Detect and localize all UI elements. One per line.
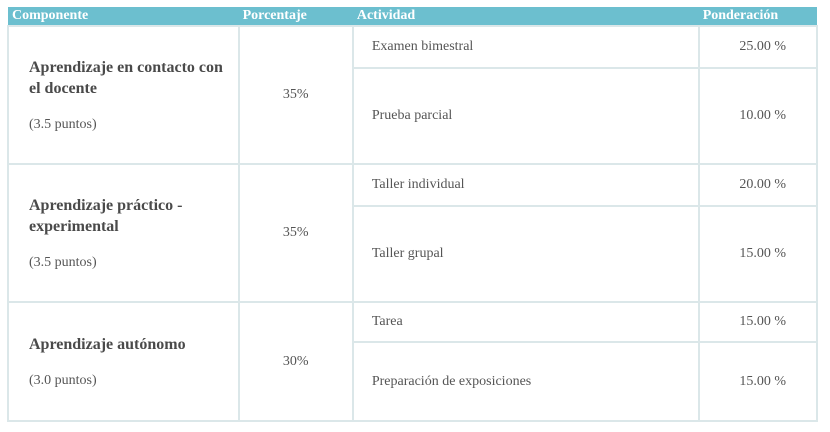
activity-name: Taller grupal <box>351 205 700 303</box>
component-title: Aprendizaje en contacto con el docente <box>29 59 223 97</box>
percent-cell: 35% <box>237 163 354 303</box>
activity-weight: 15.00 % <box>697 205 819 303</box>
activity-weight: 25.00 % <box>697 25 819 69</box>
activity-weight: 10.00 % <box>697 67 819 165</box>
header-porcentaje: Porcentaje <box>238 7 353 26</box>
table-row: Taller grupal 15.00 % <box>8 205 819 303</box>
activity-name: Tarea <box>351 301 700 343</box>
component-points: (3.5 puntos) <box>29 255 97 270</box>
activity-weight: 15.00 % <box>697 341 819 422</box>
component-cell: Aprendizaje práctico - experimental (3.5… <box>7 163 240 303</box>
component-points: (3.5 puntos) <box>29 117 97 132</box>
activity-name: Examen bimestral <box>351 25 700 69</box>
activity-weight: 20.00 % <box>697 163 819 207</box>
component-cell: Aprendizaje autónomo (3.0 puntos) <box>7 301 240 422</box>
header-ponderacion: Ponderación <box>698 7 817 26</box>
table-row: Preparación de exposiciones 15.00 % <box>8 341 819 422</box>
component-points: (3.0 puntos) <box>29 373 97 388</box>
table-header-row: Componente Porcentaje Actividad Ponderac… <box>8 7 817 26</box>
activity-name: Prueba parcial <box>351 67 700 165</box>
table-row: Aprendizaje autónomo (3.0 puntos) 30% Ta… <box>7 301 819 422</box>
component-cell: Aprendizaje en contacto con el docente (… <box>7 25 240 165</box>
component-title: Aprendizaje autónomo <box>29 336 186 353</box>
table-row: Aprendizaje práctico - experimental (3.5… <box>7 163 819 303</box>
percent-cell: 30% <box>237 301 354 422</box>
header-actividad: Actividad <box>352 7 699 26</box>
activity-name: Taller individual <box>351 163 700 207</box>
table-row: Aprendizaje en contacto con el docente (… <box>7 25 819 165</box>
grading-table: Componente Porcentaje Actividad Ponderac… <box>7 7 819 422</box>
activity-name: Preparación de exposiciones <box>351 341 700 422</box>
table-row: Prueba parcial 10.00 % <box>8 67 819 165</box>
header-componente: Componente <box>8 7 239 26</box>
percent-cell: 35% <box>237 25 354 165</box>
component-title: Aprendizaje práctico - experimental <box>29 197 183 235</box>
activity-weight: 15.00 % <box>697 301 819 343</box>
